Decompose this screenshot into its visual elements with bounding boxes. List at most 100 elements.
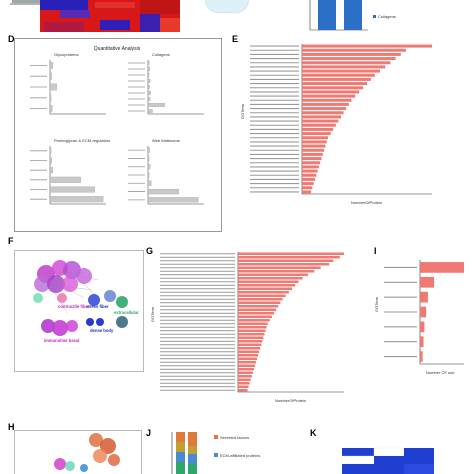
panel-d-title: Quantitative Analysis	[93, 46, 141, 52]
d-bar	[49, 83, 57, 91]
panel-e-chart: NumberOfProtein GOTerm	[240, 44, 432, 205]
d-bar	[147, 85, 150, 89]
e-bar	[302, 77, 371, 81]
g-bar	[238, 378, 251, 382]
j-legend-swatch-secreted	[214, 435, 218, 439]
g-bar	[238, 283, 296, 287]
c-legend-label: Collagens	[378, 14, 396, 19]
i-bar	[420, 306, 427, 318]
d-bar	[147, 73, 150, 77]
d-subpanel-title: Web Matrisome	[152, 138, 181, 143]
e-bar	[302, 82, 367, 86]
g-bar	[238, 273, 308, 277]
d-bar	[147, 67, 150, 71]
dendrogram-stub	[12, 0, 42, 3]
g-bar	[238, 304, 279, 308]
e-bar	[302, 94, 356, 98]
e-bar	[302, 57, 396, 61]
d-bar	[147, 147, 150, 153]
network-nodes	[33, 260, 128, 336]
g-bar	[238, 374, 252, 378]
g-bar	[238, 269, 315, 273]
g-bar	[238, 297, 283, 301]
e-bar	[302, 127, 334, 131]
e-bar	[302, 182, 314, 186]
d-subpanel-title: Collagens	[152, 52, 170, 57]
c-bar-1	[318, 0, 336, 30]
j-stacked-bar-1	[176, 432, 185, 474]
panel-letter-i: I	[374, 246, 377, 256]
d-bar	[147, 164, 151, 170]
f-label-immunoline-basal: immunoline basal	[44, 338, 79, 343]
g-bar	[238, 266, 321, 270]
g-xlabel: NumberOfProtein	[275, 398, 306, 403]
d-bar	[147, 97, 151, 101]
e-bar	[302, 52, 401, 56]
panel-k-chart	[341, 447, 434, 474]
g-bar	[238, 308, 277, 312]
e-bar	[302, 69, 380, 73]
g-bar	[238, 255, 340, 259]
e-bar	[302, 169, 318, 173]
e-bar	[302, 157, 322, 161]
d-bar	[49, 176, 81, 183]
panel-letter-f: F	[8, 236, 14, 246]
blob-shape	[205, 0, 249, 13]
g-bar	[238, 388, 248, 392]
g-bar	[238, 343, 262, 347]
d-bar	[147, 172, 150, 178]
panel-letter-h: H	[8, 422, 15, 432]
k-heat-cells	[341, 447, 434, 474]
f-label-stress-fiber: stress fiber	[86, 304, 109, 309]
d-bar	[147, 180, 152, 186]
e-bar	[302, 136, 328, 140]
d-bar	[147, 103, 165, 107]
e-bar	[302, 119, 339, 123]
g-bar	[238, 353, 259, 357]
c-bar-2	[344, 0, 362, 30]
e-bar	[302, 190, 312, 194]
g-bar	[238, 385, 249, 389]
e-bar	[302, 86, 364, 90]
g-bar	[238, 294, 286, 298]
d-bar	[49, 167, 53, 174]
panel-i-chart: Number OF sub GOTerm	[374, 260, 464, 375]
g-bar	[238, 290, 289, 294]
panel-letter-e: E	[232, 34, 239, 44]
g-bar	[238, 318, 270, 322]
d-bar	[49, 72, 52, 80]
g-bar	[238, 322, 268, 326]
d-bar	[147, 109, 153, 113]
e-bar	[302, 48, 406, 52]
d-bar	[49, 186, 95, 193]
g-bar	[238, 339, 263, 343]
i-bar	[420, 321, 425, 333]
d-bar	[147, 197, 199, 203]
g-bar	[238, 301, 281, 305]
g-bar	[238, 332, 265, 336]
e-bar	[302, 140, 327, 144]
g-bar	[238, 315, 272, 319]
d-bar	[147, 79, 151, 83]
g-bar	[238, 371, 253, 375]
e-bar	[302, 161, 321, 165]
i-bar	[420, 276, 435, 288]
e-bar	[302, 73, 375, 77]
d-bar	[49, 62, 53, 69]
d-bar	[147, 91, 151, 95]
e-bar	[302, 152, 323, 156]
d-bar	[49, 105, 53, 112]
panel-letter-k: K	[310, 428, 317, 438]
g-bar	[238, 364, 255, 368]
e-bar	[302, 165, 319, 169]
d-bar	[147, 155, 150, 162]
e-bar	[302, 98, 352, 102]
g-bar	[238, 350, 260, 354]
d-subpanel-title: Glycoproteins	[54, 52, 78, 57]
d-subpanel-title: Proteoglycan & ECM-regulators	[54, 138, 110, 143]
d-bar	[147, 61, 150, 65]
panel-d-subcharts: Glycoproteins Collagens Proteoglycan & ECM…	[30, 52, 204, 205]
g-ylabel: GOTerm	[150, 306, 155, 322]
e-bar	[302, 123, 336, 127]
g-bar	[238, 280, 299, 284]
